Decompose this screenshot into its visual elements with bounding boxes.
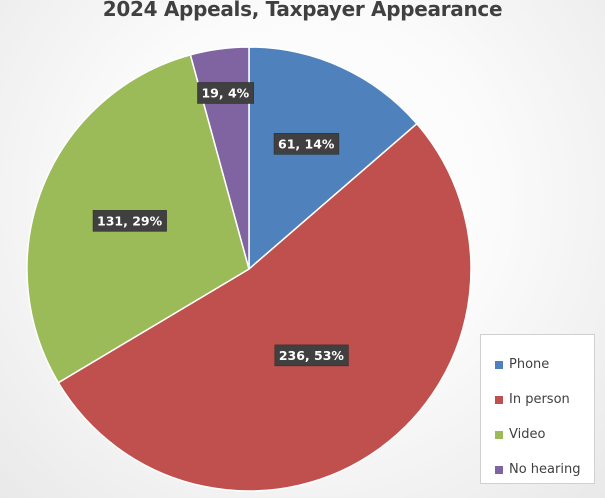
data-label-text-video: 131, 29% [97, 213, 163, 228]
data-label-phone: 61, 14% [273, 133, 340, 155]
data-label-text-phone: 61, 14% [278, 136, 335, 151]
legend-swatch-no-hearing [495, 465, 503, 474]
data-label-video: 131, 29% [92, 210, 167, 232]
legend-item-no-hearing: No hearing [495, 452, 594, 487]
legend-label-no-hearing: No hearing [509, 462, 581, 477]
data-label-text-in-person: 236, 53% [279, 348, 345, 363]
data-label-box-no-hearing [197, 82, 254, 104]
legend-label-video: Video [509, 427, 546, 442]
pie-slices [26, 46, 472, 492]
legend-label-phone: Phone [509, 357, 550, 372]
legend-item-in-person: In person [495, 382, 594, 417]
data-label-box-in-person [274, 344, 349, 367]
legend-item-phone: Phone [495, 347, 594, 382]
data-label-no-hearing: 19, 4% [197, 82, 254, 104]
data-label-text-no-hearing: 19, 4% [201, 85, 249, 100]
legend-swatch-video [495, 430, 503, 439]
data-label-in-person: 236, 53% [274, 344, 349, 367]
data-label-box-video [92, 210, 167, 232]
pie-data-labels: 61, 14% 236, 53% 131, 29% 19, 4% [92, 82, 349, 367]
pie-slice-phone [248, 46, 418, 271]
pie-slice-in-person [57, 122, 472, 492]
legend-label-in-person: In person [509, 392, 570, 407]
chart-legend: Phone In person Video No hearing [480, 334, 595, 484]
legend-swatch-phone [495, 360, 503, 369]
legend-swatch-in-person [495, 395, 503, 404]
data-label-box-phone [273, 133, 340, 155]
legend-item-video: Video [495, 417, 594, 452]
chart-title: 2024 Appeals, Taxpayer Appearance [102, 0, 503, 21]
